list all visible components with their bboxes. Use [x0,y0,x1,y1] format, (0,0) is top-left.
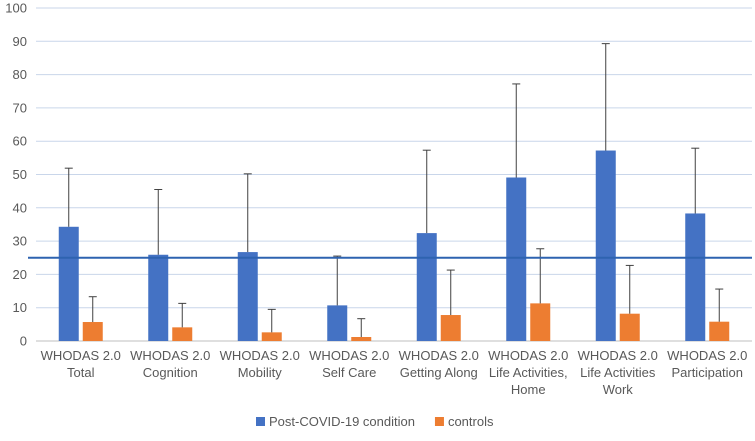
bar-post-covid-4 [416,233,437,341]
legend-label: Post-COVID-19 condition [269,414,415,429]
legend: Post-COVID-19 condition controls [256,414,494,429]
error-bar-post-covid-6 [601,43,610,151]
error-bar-controls-4 [446,269,455,316]
x-category-label-3: WHODAS 2.0 Self Care [309,348,389,380]
error-bar-controls-7 [715,288,724,322]
x-category-label-line: Work [603,382,634,397]
y-axis: 0 10 20 30 40 50 60 70 80 90 100 [5,1,27,349]
bar-controls-1 [172,327,193,341]
legend-item-controls: controls [434,414,494,429]
bar-controls-5 [530,303,551,341]
x-category-label-line: Participation [671,365,743,380]
error-bar-post-covid-3 [333,255,342,306]
x-category-label-line: Self Care [322,365,376,380]
error-bar-post-covid-7 [691,147,700,214]
legend-item-post-covid: Post-COVID-19 condition [256,414,415,429]
y-tick-label-100: 100 [5,1,27,16]
legend-label: controls [448,414,494,429]
x-category-label-line: Life Activities, [489,365,568,380]
bar-post-covid-7 [685,213,706,341]
x-category-label-line: WHODAS 2.0 [309,348,389,363]
y-tick-label-10: 10 [13,300,27,315]
bar-controls-0 [82,322,103,341]
error-bar-controls-0 [88,296,97,323]
error-bars [64,43,724,338]
x-category-label-line: Cognition [143,365,198,380]
x-category-label-line: WHODAS 2.0 [667,348,747,363]
error-bar-controls-2 [267,308,276,333]
error-bar-post-covid-5 [512,83,521,178]
error-bar-controls-3 [357,318,366,338]
bar-controls-4 [440,315,461,341]
legend-swatch [256,417,265,426]
y-tick-label-50: 50 [13,167,27,182]
bar-post-covid-3 [327,305,348,341]
bar-post-covid-0 [58,226,79,341]
x-category-label-7: WHODAS 2.0 Participation [667,348,747,380]
bar-post-covid-2 [237,252,258,341]
bar-controls-7 [709,321,730,341]
x-category-label-line: WHODAS 2.0 [41,348,121,363]
y-tick-label-70: 70 [13,100,27,115]
y-tick-label-0: 0 [20,334,27,349]
x-category-label-line: Home [511,382,546,397]
bar-controls-6 [619,313,640,341]
x-category-label-1: WHODAS 2.0 Cognition [130,348,210,380]
x-category-label-line: WHODAS 2.0 [488,348,568,363]
error-bar-controls-1 [178,302,187,328]
y-tick-label-30: 30 [13,234,27,249]
x-category-label-line: Total [67,365,95,380]
y-tick-label-80: 80 [13,67,27,82]
bar-controls-2 [261,332,282,341]
bar-post-covid-1 [148,254,169,341]
x-category-label-line: Life Activities [580,365,656,380]
x-category-label-line: WHODAS 2.0 [399,348,479,363]
x-category-label-5: WHODAS 2.0 Life Activities, Home [488,348,568,397]
error-bar-controls-6 [625,264,634,314]
x-category-label-0: WHODAS 2.0 Total [41,348,121,380]
x-category-label-line: Mobility [238,365,283,380]
gridlines [36,7,752,342]
y-tick-label-40: 40 [13,200,27,215]
y-tick-label-20: 20 [13,267,27,282]
error-bar-post-covid-0 [64,167,73,227]
x-category-label-6: WHODAS 2.0 Life Activities Work [578,348,658,397]
error-bar-post-covid-1 [154,188,163,255]
y-tick-label-90: 90 [13,34,27,49]
bars [58,150,730,341]
x-category-label-line: Getting Along [400,365,478,380]
x-category-label-line: WHODAS 2.0 [130,348,210,363]
x-category-label-4: WHODAS 2.0 Getting Along [399,348,479,380]
error-bar-post-covid-4 [422,149,431,234]
bar-post-covid-6 [595,150,616,341]
x-category-label-2: WHODAS 2.0 Mobility [220,348,300,380]
bar-post-covid-5 [506,177,527,341]
y-tick-label-60: 60 [13,134,27,149]
error-bar-post-covid-2 [243,173,252,253]
x-category-label-line: WHODAS 2.0 [578,348,658,363]
bar-controls-3 [351,337,372,341]
legend-swatch [434,417,444,426]
x-category-label-line: WHODAS 2.0 [220,348,300,363]
